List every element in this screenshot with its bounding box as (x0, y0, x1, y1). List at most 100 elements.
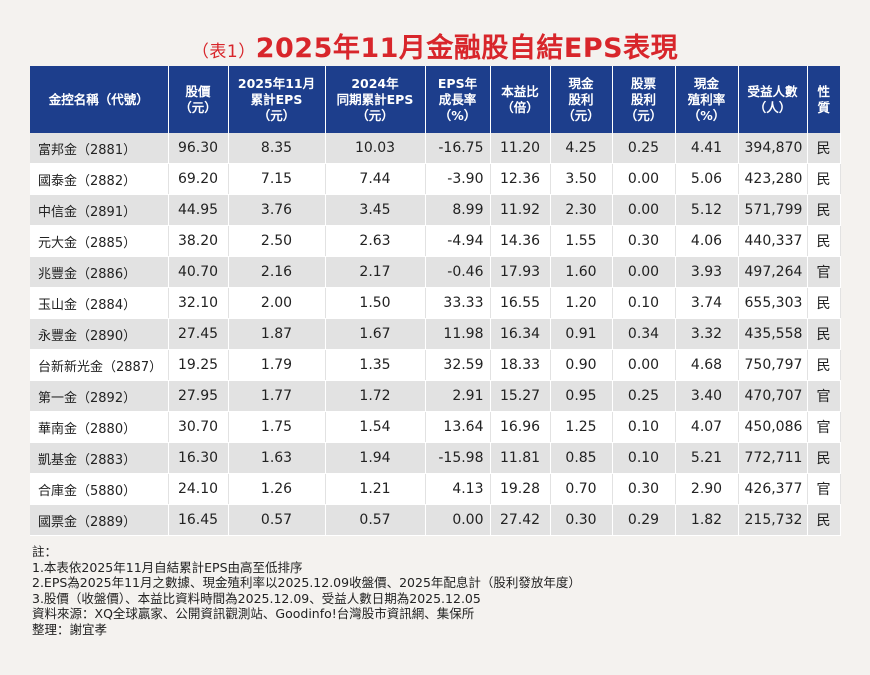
table-cell: 民 (807, 133, 841, 164)
table-cell: 3.45 (325, 194, 426, 226)
table-cell: 32.59 (425, 349, 491, 381)
column-header: EPS年 成長率 （%） (425, 66, 491, 133)
table-cell: 1.82 (675, 504, 739, 536)
table-cell: 0.30 (612, 225, 676, 257)
table-cell: 4.13 (425, 473, 491, 505)
table-cell: 官 (807, 473, 841, 505)
table-cell: 永豐金（2890） (30, 318, 169, 350)
table-row: 玉山金（2884） 32.10 2.00 1.50 33.33 16.55 1.20 0.10… (30, 287, 841, 319)
table-cell: 民 (807, 442, 841, 474)
table-cell: -4.94 (425, 225, 491, 257)
table-cell: 0.10 (612, 442, 676, 474)
table-cell: 7.44 (325, 163, 426, 195)
table-cell: 官 (807, 380, 841, 412)
table-cell: 0.10 (612, 411, 676, 443)
table-cell: 19.25 (168, 349, 229, 381)
table-cell: 440,337 (738, 225, 808, 257)
table-row: 華南金（2880） 30.70 1.75 1.54 13.64 16.96 1.25 0.10… (30, 411, 841, 443)
table-cell: 1.63 (228, 442, 326, 474)
table-cell: 民 (807, 318, 841, 350)
table-cell: 8.99 (425, 194, 491, 226)
column-header: 金控名稱（代號） (30, 66, 169, 133)
table-cell: 3.93 (675, 256, 739, 288)
header-row: 金控名稱（代號） 股價 （元） 2025年11月 累計EPS （元） 2024年 同期… (30, 66, 840, 133)
table-cell: 11.92 (490, 194, 551, 226)
table-cell: 0.70 (550, 473, 613, 505)
table-cell: 394,870 (738, 133, 808, 164)
table-cell: 華南金（2880） (30, 411, 169, 443)
table-cell: 497,264 (738, 256, 808, 288)
column-header: 2025年11月 累計EPS （元） (228, 66, 326, 133)
table-cell: 民 (807, 504, 841, 536)
table-cell: 1.77 (228, 380, 326, 412)
table-cell: 0.30 (612, 473, 676, 505)
table-cell: 0.30 (550, 504, 613, 536)
table-cell: 民 (807, 349, 841, 381)
table-cell: -3.90 (425, 163, 491, 195)
table-cell: 2.91 (425, 380, 491, 412)
table-cell: 215,732 (738, 504, 808, 536)
table-cell: 15.27 (490, 380, 551, 412)
note-line: 整理：謝宜孝 (32, 621, 108, 637)
table-cell: 450,086 (738, 411, 808, 443)
table-cell: 27.95 (168, 380, 229, 412)
table-cell: 3.76 (228, 194, 326, 226)
table-cell: 官 (807, 256, 841, 288)
table-cell: 3.50 (550, 163, 613, 195)
table-cell: 7.15 (228, 163, 326, 195)
table-cell: 16.34 (490, 318, 551, 350)
table-cell: 27.45 (168, 318, 229, 350)
table-cell: 1.21 (325, 473, 426, 505)
table-cell: 合庫金（5880） (30, 473, 169, 505)
table-cell: 423,280 (738, 163, 808, 195)
table-cell: 0.25 (612, 380, 676, 412)
note-line: 3.股價（收盤價）、本益比資料時間為2025.12.09、受益人數日期為2025… (32, 590, 481, 606)
note-line: 註： (32, 544, 58, 559)
table-cell: 27.42 (490, 504, 551, 536)
table-cell: 富邦金（2881） (30, 133, 169, 164)
table-row: 凱基金（2883） 16.30 1.63 1.94 -15.98 11.81 0.85 0.1… (30, 442, 841, 474)
table-cell: 44.95 (168, 194, 229, 226)
table-cell: 11.20 (490, 133, 551, 164)
note-line: 資料來源：XQ全球贏家、公開資訊觀測站、Goodinfo!台灣股市資訊網、集保所 (32, 606, 475, 622)
table-cell: 19.28 (490, 473, 551, 505)
table-cell: 2.17 (325, 256, 426, 288)
table-cell: 30.70 (168, 411, 229, 443)
table-cell: 台新新光金（2887） (30, 349, 169, 381)
table-cell: 1.79 (228, 349, 326, 381)
table-cell: 40.70 (168, 256, 229, 288)
table-cell: 11.81 (490, 442, 551, 474)
table-cell: 兆豐金（2886） (30, 256, 169, 288)
table-cell: 中信金（2891） (30, 194, 169, 226)
table-cell: 0.57 (325, 504, 426, 536)
table-row: 國泰金（2882） 69.20 7.15 7.44 -3.90 12.36 3.50 0.00… (30, 163, 841, 195)
table-cell: 0.29 (612, 504, 676, 536)
table-cell: 1.75 (228, 411, 326, 443)
eps-table: 金控名稱（代號） 股價 （元） 2025年11月 累計EPS （元） 2024年 同期… (30, 66, 841, 536)
table-cell: 16.45 (168, 504, 229, 536)
table-cell: 1.67 (325, 318, 426, 350)
note-line: 1.本表依2025年11月自結累計EPS由高至低排序 (32, 559, 303, 575)
table-cell: 8.35 (228, 133, 326, 164)
table-cell: 5.12 (675, 194, 739, 226)
table-cell: 4.25 (550, 133, 613, 164)
table-cell: 33.33 (425, 287, 491, 319)
table-cell: 1.50 (325, 287, 426, 319)
title-prefix: （表1） (191, 42, 256, 62)
table-cell: 0.00 (425, 504, 491, 536)
table-cell: 1.87 (228, 318, 326, 350)
table-row: 中信金（2891） 44.95 3.76 3.45 8.99 11.92 2.30 0.00 5… (30, 194, 841, 226)
table-cell: 5.21 (675, 442, 739, 474)
table-cell: 4.41 (675, 133, 739, 164)
table-cell: 0.95 (550, 380, 613, 412)
table-cell: 2.63 (325, 225, 426, 257)
table-cell: 1.25 (550, 411, 613, 443)
table-cell: 民 (807, 287, 841, 319)
column-header: 2024年 同期累計EPS （元） (325, 66, 426, 133)
table-cell: 0.10 (612, 287, 676, 319)
table-cell: 18.33 (490, 349, 551, 381)
table-cell: 元大金（2885） (30, 225, 169, 257)
column-header: 現金 殖利率 （%） (675, 66, 739, 133)
column-header: 性 質 (807, 66, 840, 133)
table-cell: 13.64 (425, 411, 491, 443)
